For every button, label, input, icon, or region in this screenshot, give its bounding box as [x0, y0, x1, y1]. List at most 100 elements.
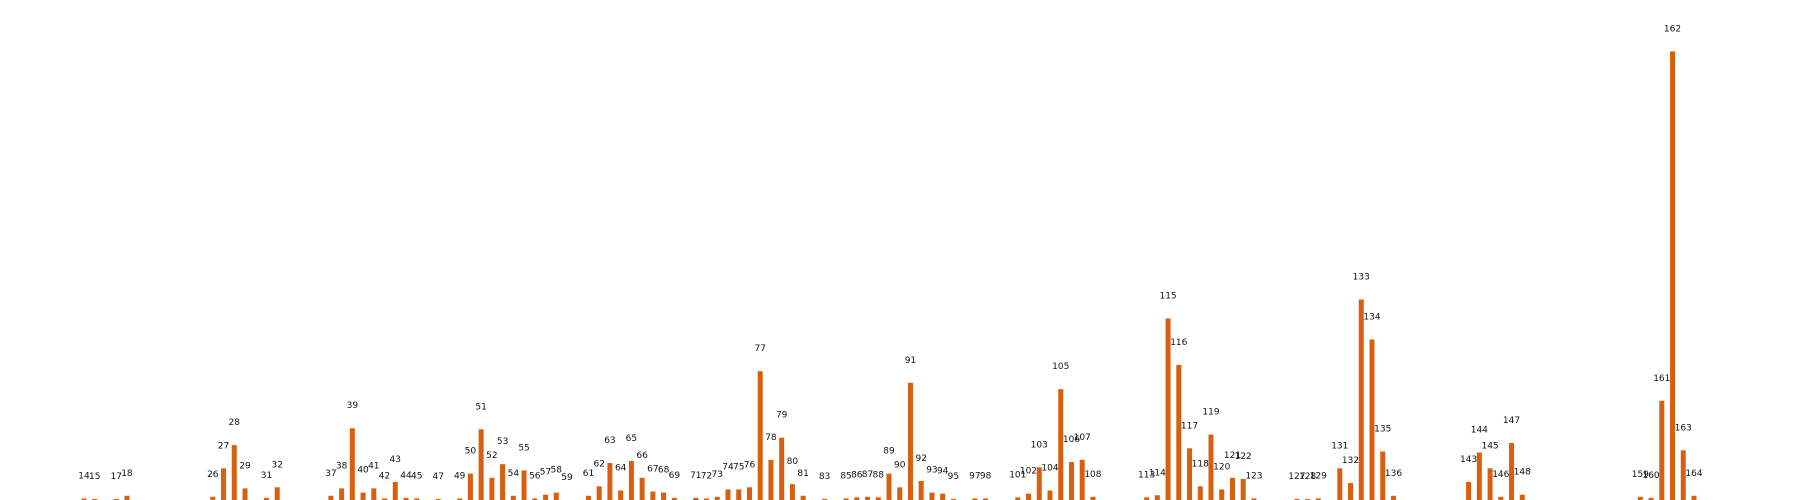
bar-label-94: 94	[937, 467, 949, 477]
bar-148	[1519, 494, 1525, 500]
bar-label-106: 106	[1063, 435, 1080, 445]
bar-label-127: 127	[1288, 472, 1305, 482]
bar-136	[1390, 495, 1396, 500]
bar-116	[1176, 364, 1182, 500]
bar-label-37: 37	[325, 469, 336, 479]
bar-label-132: 132	[1342, 456, 1359, 466]
bar-45	[414, 498, 420, 500]
bar-98	[983, 498, 989, 500]
bar-label-113: 113	[1138, 470, 1155, 480]
bar-85	[843, 498, 849, 500]
bar-133	[1358, 299, 1364, 500]
bar-14	[81, 498, 87, 500]
bar-63	[607, 463, 613, 500]
bar-93	[929, 492, 935, 500]
bar-113	[1144, 497, 1150, 500]
bar-label-118: 118	[1192, 459, 1209, 469]
bar-label-101: 101	[1009, 470, 1026, 480]
bar-label-85: 85	[840, 471, 851, 481]
bar-label-134: 134	[1363, 313, 1380, 323]
bar-label-73: 73	[712, 470, 723, 480]
bar-68	[661, 492, 667, 500]
bar-87	[865, 496, 871, 500]
bar-label-62: 62	[593, 459, 604, 469]
bar-118	[1197, 486, 1203, 500]
bar-58	[553, 492, 559, 500]
bar-label-90: 90	[894, 460, 906, 470]
bar-label-49: 49	[454, 471, 466, 481]
bar-67	[650, 491, 656, 500]
bar-label-133: 133	[1353, 272, 1370, 282]
bar-161	[1659, 400, 1665, 500]
bar-162	[1670, 51, 1676, 500]
bar-label-92: 92	[915, 454, 926, 464]
bar-label-53: 53	[497, 437, 508, 447]
bar-108	[1090, 496, 1096, 500]
bar-52	[489, 477, 495, 500]
bar-64	[618, 490, 624, 500]
bar-label-108: 108	[1084, 470, 1101, 480]
bar-label-115: 115	[1159, 291, 1176, 301]
bar-label-78: 78	[765, 433, 777, 443]
bar-121	[1229, 477, 1235, 500]
bar-label-87: 87	[862, 470, 873, 480]
bar-label-45: 45	[411, 471, 422, 481]
bar-77	[757, 371, 763, 500]
bar-43	[392, 482, 398, 500]
bar-120	[1219, 489, 1225, 500]
bar-label-44: 44	[400, 471, 412, 481]
bar-label-136: 136	[1385, 469, 1402, 479]
bar-label-117: 117	[1181, 421, 1198, 431]
bar-label-55: 55	[518, 443, 529, 453]
bar-label-66: 66	[636, 451, 648, 461]
bar-159	[1637, 496, 1643, 500]
bar-134	[1369, 339, 1375, 500]
bar-label-161: 161	[1653, 374, 1670, 384]
bar-28	[231, 445, 237, 500]
bar-97	[972, 498, 978, 500]
bar-106	[1068, 462, 1074, 500]
bar-label-123: 123	[1245, 471, 1262, 481]
bar-104	[1047, 490, 1053, 500]
bar-label-105: 105	[1052, 362, 1069, 372]
bar-label-120: 120	[1213, 462, 1230, 472]
bar-80	[789, 484, 795, 500]
bar-label-160: 160	[1642, 471, 1659, 481]
bar-label-162: 162	[1664, 24, 1681, 34]
bar-95	[950, 498, 956, 500]
bar-81	[800, 495, 806, 500]
bar-39	[349, 428, 355, 500]
bar-66	[639, 477, 645, 500]
bar-label-119: 119	[1202, 408, 1219, 418]
bar-label-145: 145	[1481, 441, 1498, 451]
bar-label-26: 26	[207, 470, 219, 480]
bar-79	[779, 437, 785, 500]
bar-49	[457, 498, 463, 500]
bar-91	[907, 382, 913, 500]
bar-label-144: 144	[1471, 426, 1488, 436]
bar-50	[467, 473, 473, 500]
bar-105	[1058, 389, 1064, 500]
bar-114	[1154, 495, 1160, 500]
bar-label-68: 68	[658, 466, 670, 476]
bar-72	[704, 498, 710, 500]
bar-label-83: 83	[819, 472, 830, 482]
bar-label-103: 103	[1031, 440, 1048, 450]
bar-label-81: 81	[797, 469, 808, 479]
bar-label-61: 61	[583, 469, 594, 479]
bar-163	[1680, 450, 1686, 500]
bar-132	[1348, 483, 1354, 500]
bar-131	[1337, 468, 1343, 500]
bar-40	[360, 492, 366, 500]
bar-107	[1079, 459, 1085, 500]
bar-44	[403, 497, 409, 500]
bar-label-129: 129	[1310, 471, 1327, 481]
bar-label-40: 40	[357, 466, 369, 476]
bar-label-89: 89	[883, 447, 895, 457]
bar-label-97: 97	[969, 471, 980, 481]
bar-122	[1240, 478, 1246, 500]
bar-label-18: 18	[121, 469, 133, 479]
